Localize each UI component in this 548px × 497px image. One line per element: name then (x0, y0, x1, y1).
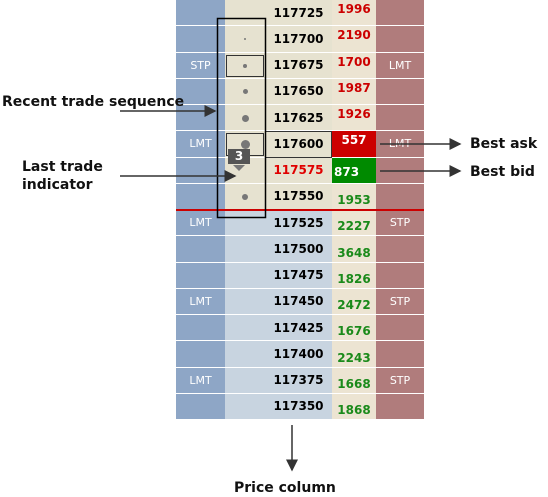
order-cell (176, 236, 225, 263)
trade-cell (225, 341, 265, 368)
order-cell (176, 26, 225, 53)
bid-volume: 2472 (332, 288, 376, 315)
order-cell (176, 393, 225, 420)
order-button[interactable]: STP (376, 367, 424, 394)
order-button[interactable]: STP (376, 288, 424, 315)
bid-volume: 1676 (332, 315, 376, 342)
bid-volume: 1826 (332, 262, 376, 289)
order-button[interactable]: LMT (176, 288, 225, 315)
trade-cell (225, 236, 265, 263)
order-cell (176, 262, 225, 289)
order-button[interactable]: LMT (176, 210, 225, 237)
annotation: Best bid (470, 164, 535, 180)
ask-volume: 1700 (332, 52, 376, 79)
order-cell (376, 157, 424, 184)
order-cell (376, 393, 424, 420)
order-cell (376, 183, 424, 210)
trade-cell (225, 315, 265, 342)
price: 117400 (265, 341, 332, 368)
price: 117500 (265, 236, 332, 263)
order-cell (376, 236, 424, 263)
trade-highlight (226, 54, 264, 77)
annotation: Recent trade sequence (2, 94, 185, 110)
price: 117700 (265, 26, 332, 53)
order-button[interactable]: LMT (376, 52, 424, 79)
order-cell (376, 105, 424, 132)
order-button[interactable]: STP (176, 52, 225, 79)
trade-cell (225, 262, 265, 289)
bid-volume: 1668 (332, 367, 376, 394)
bid-volume: 1868 (332, 393, 376, 420)
order-cell (176, 157, 225, 184)
order-cell (376, 0, 424, 27)
order-cell (376, 26, 424, 53)
order-button[interactable]: LMT (176, 131, 225, 158)
trade-cell (225, 393, 265, 420)
order-cell (376, 315, 424, 342)
price: 117600 (265, 131, 332, 158)
trade-dot (242, 89, 248, 95)
price: 117525 (265, 210, 332, 237)
order-cell (176, 183, 225, 210)
last-trade-count: 3 (228, 148, 250, 164)
order-button[interactable]: LMT (176, 367, 225, 394)
price: 117475 (265, 262, 332, 289)
ask-volume: 557 (332, 131, 376, 158)
trade-cell (225, 210, 265, 237)
ask-volume: 1926 (332, 105, 376, 132)
order-cell (376, 78, 424, 105)
price: 117575 (265, 157, 332, 184)
bid-volume: 3648 (332, 236, 376, 263)
order-cell (376, 341, 424, 368)
ask-volume: 2190 (332, 26, 376, 53)
trade-cell (225, 367, 265, 394)
price: 117625 (265, 105, 332, 132)
trade-cell (225, 0, 265, 27)
price: 117550 (265, 183, 332, 210)
ask-volume: 1996 (332, 0, 376, 27)
price: 117650 (265, 78, 332, 105)
bid-volume: 2227 (332, 210, 376, 237)
price: 117450 (265, 288, 332, 315)
price: 117425 (265, 315, 332, 342)
order-button[interactable]: LMT (376, 131, 424, 158)
bid-volume: 2243 (332, 341, 376, 368)
last-trade-arrow (233, 164, 245, 171)
annotation: Price column (234, 480, 336, 496)
trade-cell (225, 288, 265, 315)
order-cell (176, 315, 225, 342)
order-cell (176, 341, 225, 368)
price: 117350 (265, 393, 332, 420)
bid-volume: 873 (332, 157, 376, 184)
inside-market-line (176, 209, 424, 211)
order-cell (376, 262, 424, 289)
trade-dot (242, 193, 248, 200)
price: 117375 (265, 367, 332, 394)
annotation: Best ask (470, 136, 538, 152)
annotation: Last trade indicator (22, 159, 103, 193)
trade-dot (241, 114, 249, 122)
order-button[interactable]: STP (376, 210, 424, 237)
order-cell (176, 0, 225, 27)
price: 117675 (265, 52, 332, 79)
bid-volume: 1953 (332, 183, 376, 210)
price: 117725 (265, 0, 332, 27)
ask-volume: 1987 (332, 78, 376, 105)
